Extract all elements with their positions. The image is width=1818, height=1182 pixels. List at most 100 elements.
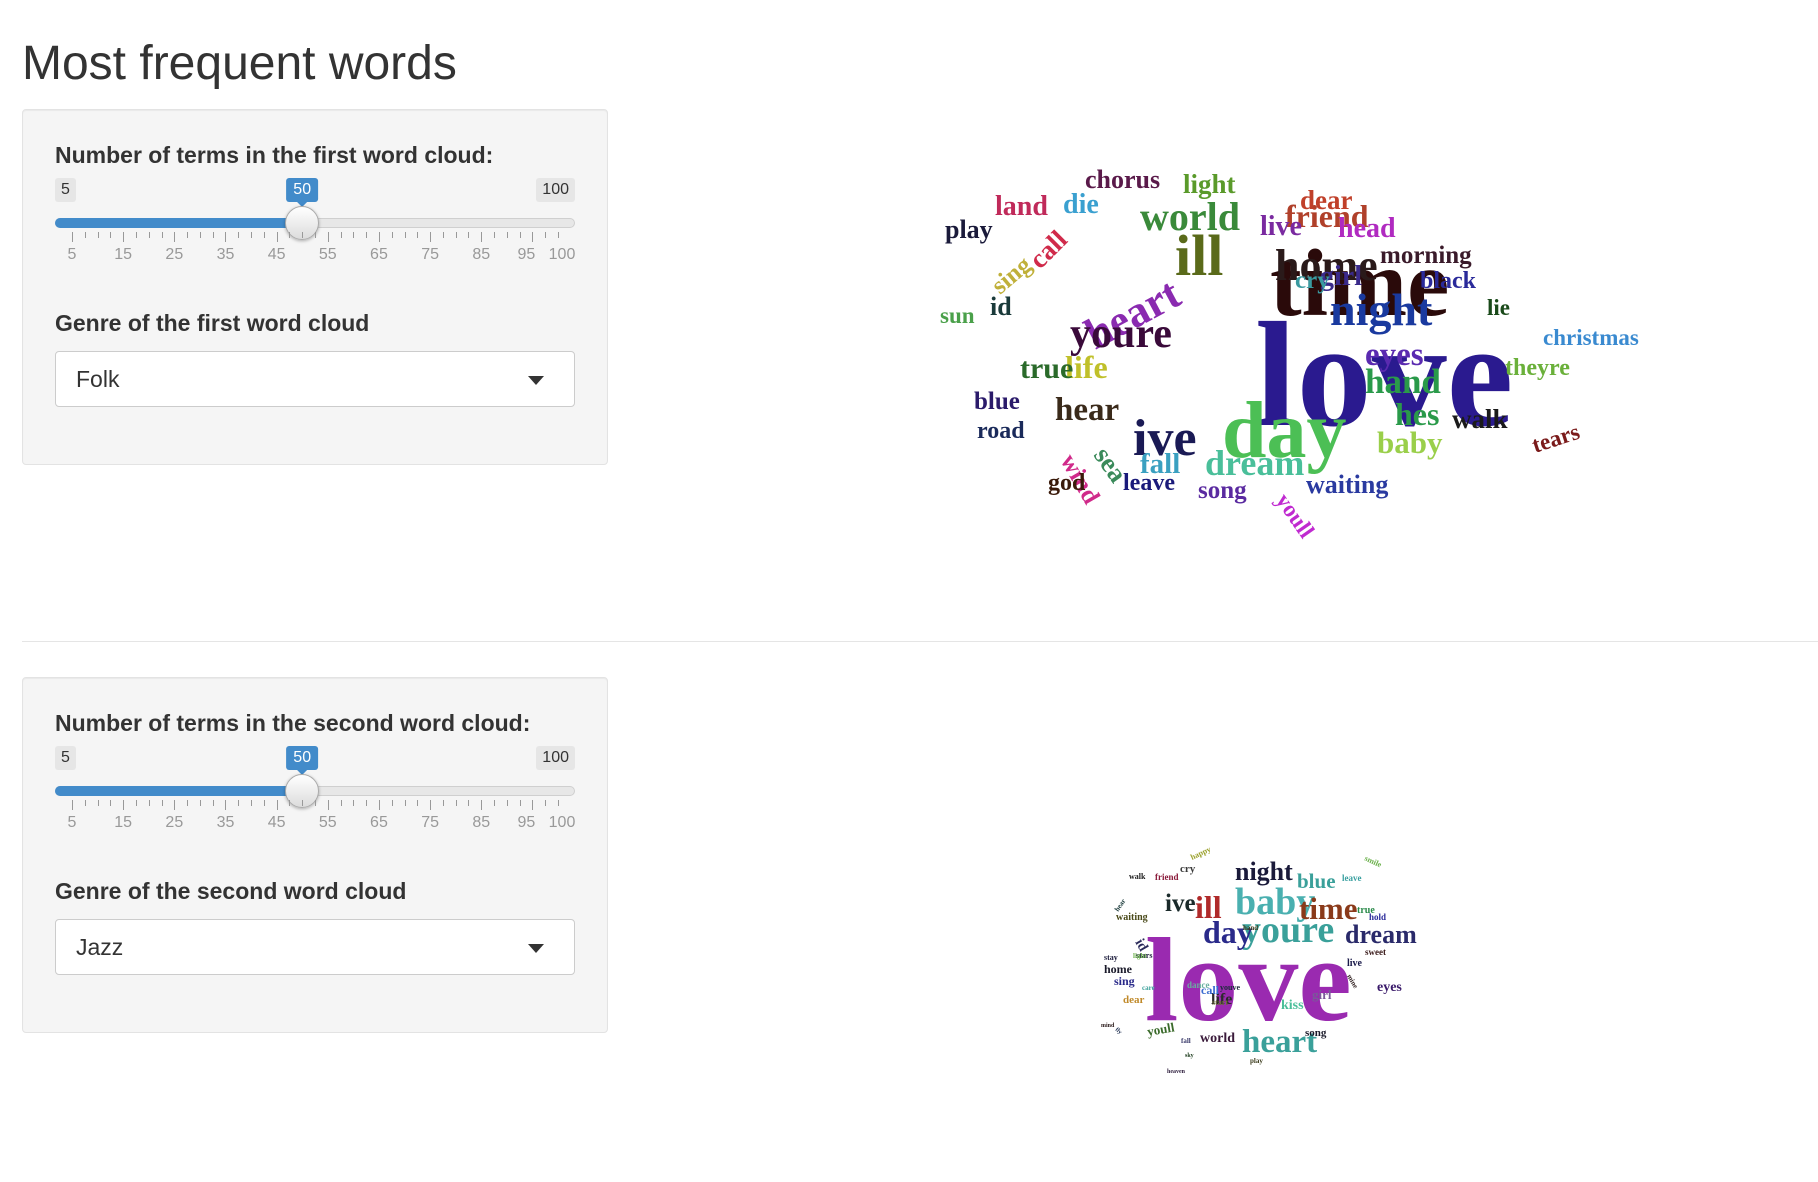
page-title: Most frequent words	[22, 36, 457, 91]
slider-tick	[456, 232, 457, 238]
cloud-word: dream	[1345, 920, 1417, 949]
slider-tick	[200, 800, 201, 806]
cloud-word: head	[1338, 213, 1396, 244]
cloud-word: tears	[1529, 419, 1583, 458]
slider-tick	[558, 800, 559, 806]
cloud-word: dance	[1187, 980, 1210, 990]
cloud-word: hold	[1369, 912, 1386, 922]
cloud-word: god	[1048, 470, 1086, 496]
slider-tick-label: 5	[68, 814, 77, 832]
genre-select-value: Folk	[76, 366, 119, 393]
slider-tick	[225, 232, 226, 242]
slider-tick	[328, 800, 329, 810]
cloud-word: live	[1260, 211, 1302, 242]
slider-tick	[98, 800, 99, 806]
slider-tick	[379, 232, 380, 242]
genre-label: Genre of the second word cloud	[55, 878, 406, 905]
slider-tick	[494, 232, 495, 238]
slider-tick-label: 85	[472, 246, 490, 264]
cloud-word: morning	[1380, 242, 1472, 269]
slider-tick	[238, 800, 239, 806]
slider-tick	[213, 800, 214, 806]
slider-tick	[213, 232, 214, 238]
slider-max-badge: 100	[536, 178, 575, 202]
slider-tick	[174, 800, 175, 810]
cloud-word: leave	[1342, 873, 1362, 883]
slider-tick-label: 15	[114, 246, 132, 264]
slider-tick	[443, 232, 444, 238]
cloud-word: mind	[1101, 1023, 1115, 1029]
word-cloud-first: love time day ive night ill home heart youre worl…	[940, 150, 1680, 590]
slider-tick	[341, 800, 342, 806]
slider-tick	[277, 232, 278, 242]
terms-slider[interactable]: 5 100 50 5 15 25 35 45 55 65 75 85 95 100	[55, 746, 575, 846]
slider-tick	[149, 232, 150, 238]
cloud-word: leave	[1123, 470, 1175, 496]
slider-tick	[289, 232, 290, 238]
cloud-word: waiting	[1306, 470, 1388, 499]
cloud-word: land	[995, 191, 1048, 222]
cloud-word: light	[1133, 952, 1147, 960]
slider-value-badge: 50	[286, 746, 318, 770]
terms-slider[interactable]: 5 100 50 5 15 25 35 45 55 65 75 85 95 100	[55, 178, 575, 278]
cloud-word: walk	[1452, 404, 1508, 434]
cloud-word: eyes	[1377, 980, 1402, 995]
cloud-word: youve	[1220, 983, 1240, 992]
slider-min-badge: 5	[55, 178, 76, 202]
sidebar-panel-second: Number of terms in the second word cloud…	[22, 677, 608, 1033]
cloud-word: play	[945, 215, 993, 244]
slider-tick	[507, 800, 508, 806]
slider-tick	[392, 232, 393, 238]
genre-label: Genre of the first word cloud	[55, 310, 369, 337]
slider-tick	[353, 232, 354, 238]
genre-select[interactable]: Jazz	[55, 919, 575, 975]
slider-tick	[187, 232, 188, 238]
slider-tick-label: 15	[114, 814, 132, 832]
slider-tick-label: 35	[217, 246, 235, 264]
slider-tick	[417, 232, 418, 238]
slider-tick	[417, 800, 418, 806]
cloud-word: sky	[1185, 1053, 1194, 1059]
slider-track-fill	[55, 786, 302, 796]
genre-select[interactable]: Folk	[55, 351, 575, 407]
slider-tick	[72, 232, 73, 242]
slider-tick	[98, 232, 99, 238]
slider-tick	[251, 800, 252, 806]
slider-tick	[558, 232, 559, 238]
slider-tick	[545, 800, 546, 806]
slider-tick	[315, 800, 316, 806]
slider-tick	[366, 232, 367, 238]
cloud-word: road	[977, 418, 1025, 444]
slider-tick	[123, 800, 124, 810]
slider-tick	[468, 232, 469, 238]
cloud-word: sun	[940, 303, 975, 328]
slider-track-fill	[55, 218, 302, 228]
cloud-word: black	[1420, 268, 1477, 294]
cloud-word: dear	[1123, 994, 1145, 1006]
slider-tick	[302, 800, 303, 806]
cloud-word: play	[1250, 1057, 1263, 1065]
cloud-word: fly	[1114, 1027, 1123, 1036]
chevron-down-icon	[528, 376, 544, 385]
genre-select-value: Jazz	[76, 934, 123, 961]
cloud-word: smile	[1363, 854, 1383, 870]
slider-ticks	[55, 800, 575, 810]
slider-tick	[187, 800, 188, 806]
cloud-word: girl	[1312, 987, 1332, 1002]
slider-tick	[520, 800, 521, 806]
cloud-word: hear	[1055, 392, 1119, 428]
slider-tick	[149, 800, 150, 806]
slider-tick	[289, 800, 290, 806]
cloud-word: die	[1063, 189, 1099, 220]
slider-tick	[85, 800, 86, 806]
slider-tick	[302, 232, 303, 238]
slider-tick-label: 55	[319, 814, 337, 832]
slider-tick	[238, 232, 239, 238]
slider-tick	[123, 232, 124, 242]
slider-tick-label: 45	[268, 814, 286, 832]
cloud-word: lie	[1487, 295, 1510, 320]
cloud-word: blue	[974, 388, 1020, 415]
slider-tick-labels: 5 15 25 35 45 55 65 75 85 95 100	[55, 814, 575, 834]
slider-tick-label: 25	[165, 246, 183, 264]
slider-tick	[200, 232, 201, 238]
